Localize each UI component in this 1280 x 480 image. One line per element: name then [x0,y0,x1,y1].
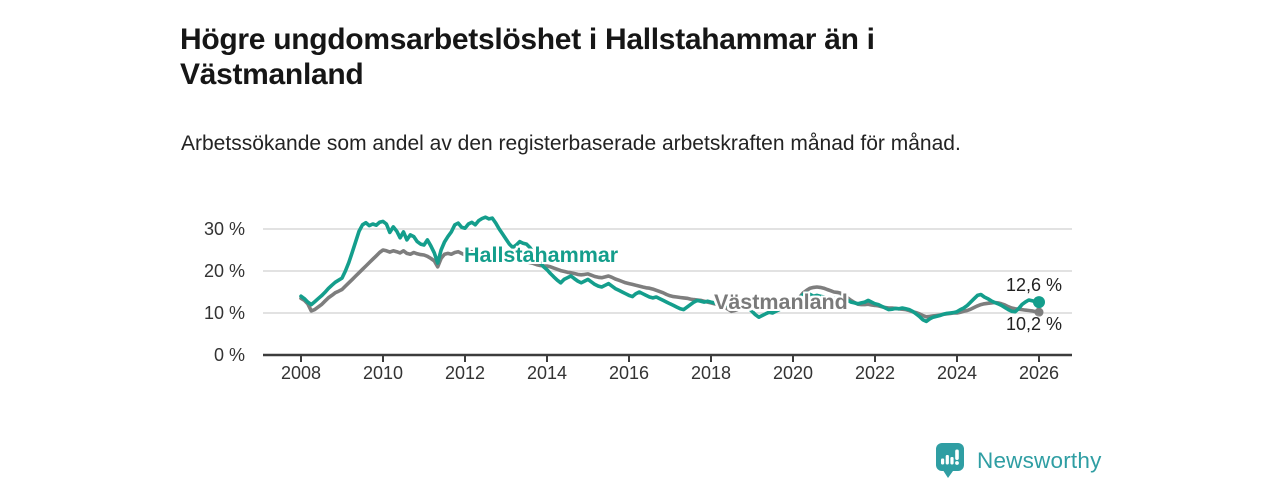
x-tick-label: 2016 [608,363,650,383]
newsworthy-wordmark: Newsworthy [977,447,1102,473]
x-tick-label: 2014 [526,363,568,383]
y-tick-label: 10 % [203,303,245,323]
x-tick-label: 2022 [854,363,896,383]
x-tick-label: 2008 [280,363,322,383]
end-dot-västmanland [1034,307,1044,317]
y-tick-label: 20 % [203,261,245,281]
y-tick-label: 0 % [213,345,245,365]
series-label-vastmanland: Västmanland [714,290,848,314]
end-value-hallstahammar: 12,6 % [1006,275,1063,295]
end-dot-hallstahammar [1033,296,1045,309]
x-tick-label: 2010 [362,363,404,383]
y-tick-label: 30 % [203,219,245,239]
end-value-vastmanland: 10,2 % [1006,314,1063,334]
series-line-västmanland [299,248,1041,319]
x-tick-label: 2018 [690,363,732,383]
chart-subtitle: Arbetssökande som andel av den registerb… [181,132,961,155]
series-line-hallstahammar [299,215,1041,324]
x-tick-label: 2012 [444,363,486,383]
newsworthy-logo[interactable]: Newsworthy [934,442,1102,479]
x-tick-label: 2026 [1018,363,1060,383]
x-tick-label: 2020 [772,363,814,383]
series-label-hallstahammar: Hallstahammar [464,243,619,267]
x-tick-label: 2024 [936,363,978,383]
newsworthy-logo-icon [936,443,964,478]
chart-title: Högre ungdomsarbetslöshet i Hallstahamma… [180,23,875,92]
